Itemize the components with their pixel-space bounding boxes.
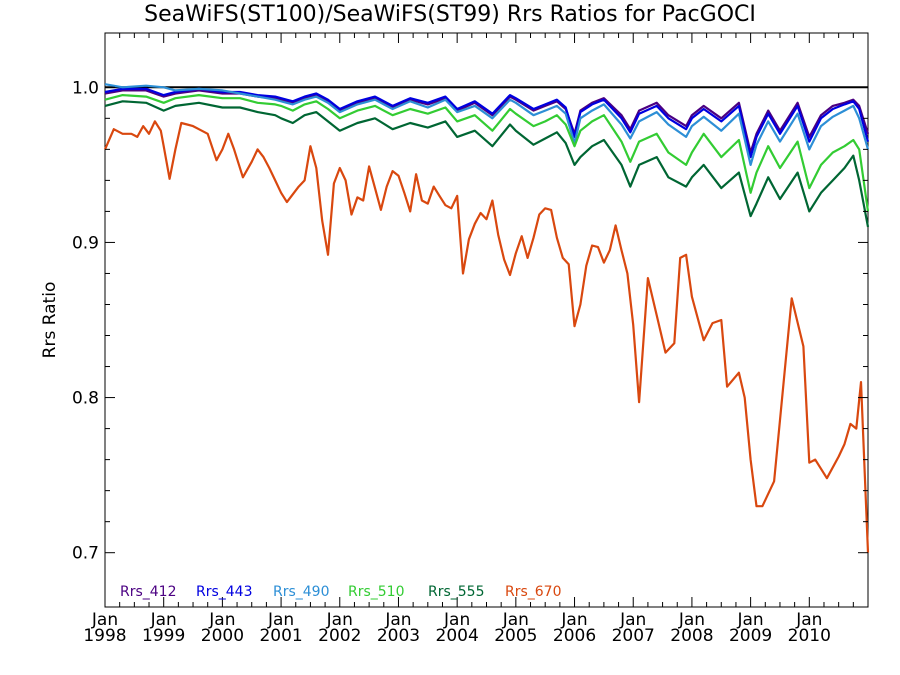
x-tick-label-year: 2003: [377, 626, 420, 646]
legend-label-rrs-412: Rrs_412: [120, 584, 177, 600]
x-tick-label-year: 2001: [259, 626, 302, 646]
x-tick-label-year: 2005: [494, 626, 537, 646]
y-tick-label: 0.9: [72, 233, 99, 253]
series-line-rrs-412: [104, 89, 870, 154]
x-tick-label-month: Jan: [443, 610, 470, 630]
plot-frame: [104, 32, 869, 608]
legend-label-rrs-555: Rrs_555: [428, 584, 485, 600]
y-tick-label: 1.0: [72, 78, 99, 98]
x-tick-label-month: Jan: [502, 610, 529, 630]
x-tick-label-month: Jan: [678, 610, 705, 630]
legend-label-rrs-510: Rrs_510: [348, 584, 405, 600]
x-tick-label-year: 2009: [729, 626, 772, 646]
x-tick-label-month: Jan: [91, 610, 118, 630]
series-line-rrs-670: [103, 120, 870, 553]
x-tick-label-month: Jan: [619, 610, 646, 630]
x-tick-label-month: Jan: [737, 610, 764, 630]
x-tick-label-month: Jan: [384, 610, 411, 630]
chart-title: SeaWiFS(ST100)/SeaWiFS(ST99) Rrs Ratios …: [144, 2, 756, 27]
x-tick-label-year: 2000: [201, 626, 244, 646]
x-tick-label-year: 2008: [670, 626, 713, 646]
x-tick-label-year: 2007: [612, 626, 655, 646]
x-tick-label-year: 1999: [142, 626, 185, 646]
series-line-rrs-555: [104, 100, 870, 228]
x-tick-label-month: Jan: [795, 610, 822, 630]
series-line-rrs-443: [104, 87, 870, 159]
x-tick-label-month: Jan: [560, 610, 587, 630]
y-tick-label: 0.8: [72, 389, 99, 409]
legend-label-rrs-670: Rrs_670: [505, 584, 562, 600]
x-tick-label-month: Jan: [208, 610, 235, 630]
x-tick-label-month: Jan: [326, 610, 353, 630]
legend-label-rrs-490: Rrs_490: [273, 584, 330, 600]
x-tick-label-year: 2006: [553, 626, 596, 646]
y-tick-label: 0.7: [72, 544, 99, 564]
x-tick-label-year: 2004: [436, 626, 479, 646]
series-line-rrs-510: [104, 93, 870, 212]
legend-label-rrs-443: Rrs_443: [196, 584, 253, 600]
y-axis-label: Rrs Ratio: [40, 282, 60, 359]
x-tick-label-month: Jan: [267, 610, 294, 630]
x-tick-label-year: 2010: [788, 626, 831, 646]
x-tick-label-month: Jan: [150, 610, 177, 630]
x-tick-label-year: 2002: [318, 626, 361, 646]
x-tick-label-year: 1998: [83, 626, 126, 646]
series-line-rrs-490: [104, 83, 870, 166]
